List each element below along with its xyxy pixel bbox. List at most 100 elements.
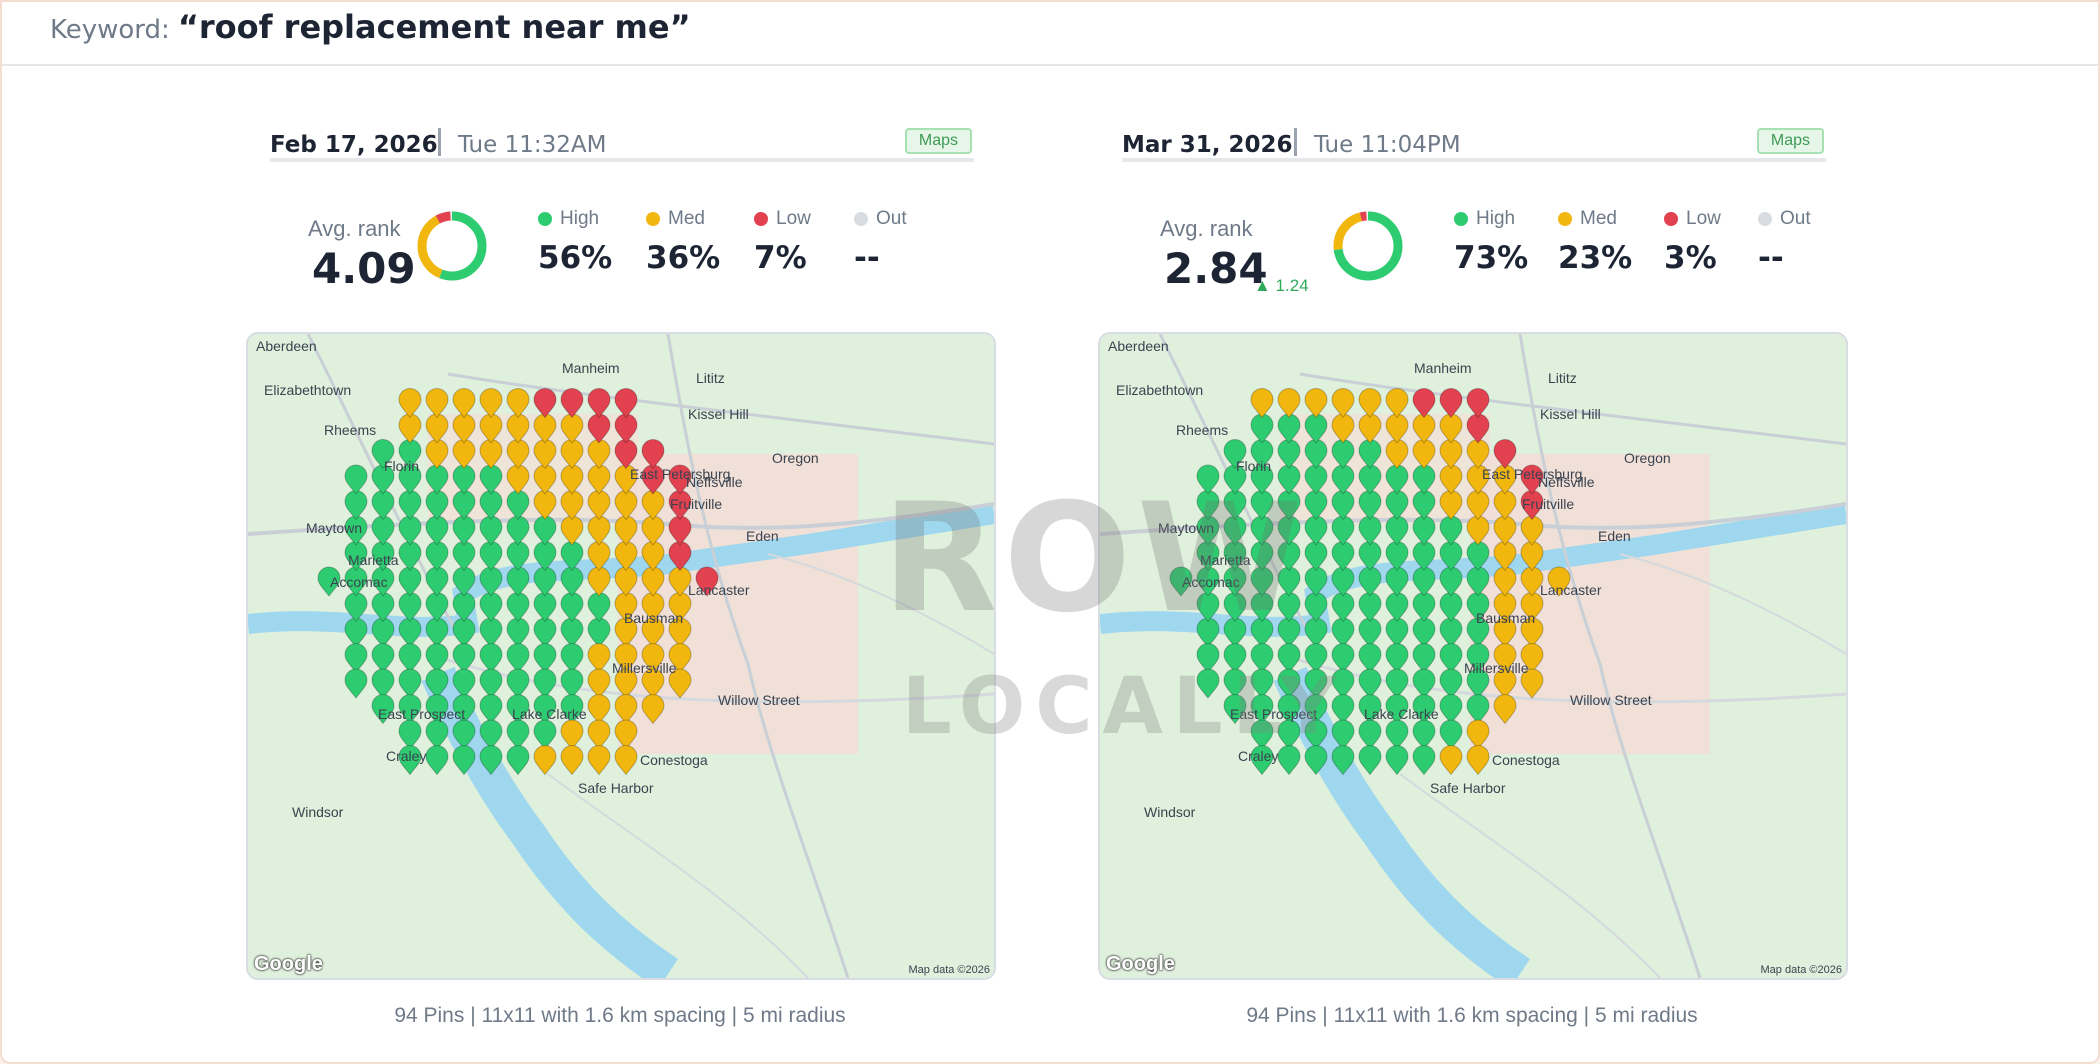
pin-high bbox=[506, 694, 530, 725]
map-place-label: Aberdeen bbox=[1108, 338, 1169, 354]
pin-low bbox=[641, 439, 665, 470]
pin-high bbox=[1331, 719, 1355, 750]
out-value: -- bbox=[854, 240, 880, 276]
stat-out: Out -- bbox=[1758, 206, 1868, 276]
pin-med bbox=[614, 745, 638, 776]
pin-high bbox=[1385, 668, 1409, 699]
pin-low bbox=[668, 464, 692, 495]
pin-high bbox=[1385, 643, 1409, 674]
pin-high bbox=[452, 643, 476, 674]
donut-med-arc bbox=[1333, 211, 1403, 281]
map-place-label: Craley bbox=[386, 748, 427, 764]
rank-donut bbox=[1333, 211, 1403, 281]
pin-high bbox=[533, 668, 557, 699]
pin-high bbox=[1196, 668, 1220, 699]
pin-high bbox=[1277, 694, 1301, 725]
pin-med bbox=[1277, 388, 1301, 419]
map-place-label: Elizabethtown bbox=[264, 382, 352, 398]
road bbox=[447, 372, 994, 446]
avg-rank-label: Avg. rank bbox=[308, 216, 401, 241]
pin-high bbox=[1439, 694, 1463, 725]
pin-high bbox=[1385, 745, 1409, 776]
pin-high bbox=[1439, 719, 1463, 750]
pin-high bbox=[560, 694, 584, 725]
map-place-label: Elizabethtown bbox=[1116, 382, 1204, 398]
google-logo: Google bbox=[1106, 953, 1175, 975]
maps-tag[interactable]: Maps bbox=[904, 128, 972, 154]
out-dot bbox=[854, 212, 868, 226]
map-place-label: Bausman bbox=[1476, 610, 1536, 626]
med-value: 36% bbox=[646, 240, 721, 276]
low-value: 3% bbox=[1664, 240, 1717, 276]
pin-high bbox=[398, 668, 422, 699]
high-dot bbox=[538, 212, 552, 226]
pin-high bbox=[1412, 719, 1436, 750]
map-place-label: Manheim bbox=[1414, 360, 1472, 376]
pin-high bbox=[1304, 745, 1328, 776]
map-place-label: Neffsville bbox=[686, 474, 743, 490]
pin-med bbox=[1547, 566, 1571, 597]
pin-med bbox=[587, 694, 611, 725]
scan-panel-feb: Feb 17, 2026 Tue 11:32AM Maps Avg. rank … bbox=[246, 66, 1090, 1046]
stat-high: High 56% bbox=[538, 206, 648, 276]
pin-med bbox=[587, 719, 611, 750]
map-place-label: Rheems bbox=[324, 422, 377, 438]
pin-high bbox=[1358, 643, 1382, 674]
pin-low bbox=[1439, 388, 1463, 419]
donut-high-arc bbox=[1333, 211, 1403, 281]
map-canvas bbox=[1100, 334, 1846, 978]
header-rule bbox=[1122, 158, 1826, 162]
map-place-label: Conestoga bbox=[640, 752, 708, 768]
map-place-label: Oregon bbox=[1624, 450, 1671, 466]
pin-high bbox=[1250, 643, 1274, 674]
low-label: Low bbox=[1686, 208, 1721, 229]
pin-high bbox=[317, 566, 341, 597]
pin-high bbox=[1169, 566, 1193, 597]
pin-high bbox=[1277, 668, 1301, 699]
pin-med bbox=[614, 719, 638, 750]
pin-high bbox=[479, 745, 503, 776]
grid-settings: 94 Pins | 11x11 with 1.6 km spacing | 5 … bbox=[394, 1004, 846, 1027]
pin-med bbox=[614, 668, 638, 699]
pin-high bbox=[398, 745, 422, 776]
map-place-label: Maytown bbox=[1158, 520, 1215, 536]
map-place-label: Fruitville bbox=[670, 496, 723, 512]
pin-med bbox=[506, 388, 530, 419]
pin-high bbox=[533, 719, 557, 750]
pin-high bbox=[425, 668, 449, 699]
maps-tag[interactable]: Maps bbox=[1756, 128, 1824, 154]
map-place-label: Millersville bbox=[1464, 660, 1529, 676]
out-dot bbox=[1758, 212, 1772, 226]
map-attribution: Map data ©2026 bbox=[908, 964, 991, 976]
pin-high bbox=[1331, 668, 1355, 699]
high-label: High bbox=[560, 208, 600, 229]
scan-date: Feb 17, 2026 bbox=[270, 132, 438, 158]
pin-med bbox=[560, 719, 584, 750]
rank-grid-map[interactable]: Aberdeen Elizabethtown Manheim Lititz Kissel… bbox=[1098, 332, 1848, 980]
map-place-label: Conestoga bbox=[1492, 752, 1560, 768]
pin-high bbox=[1304, 694, 1328, 725]
pin-med bbox=[614, 694, 638, 725]
pin-med bbox=[1385, 388, 1409, 419]
pin-med bbox=[587, 745, 611, 776]
pin-low bbox=[587, 388, 611, 419]
road bbox=[666, 334, 850, 978]
pin-high bbox=[425, 643, 449, 674]
map-place-label: East Petersburg bbox=[630, 466, 731, 482]
pin-high bbox=[371, 643, 395, 674]
map-attribution: Map data ©2026 bbox=[1760, 964, 1843, 976]
pin-high bbox=[1223, 643, 1247, 674]
avg-rank-value: 2.84 bbox=[1164, 244, 1268, 293]
pin-med bbox=[1520, 643, 1544, 674]
pin-med bbox=[1520, 668, 1544, 699]
rank-grid-map[interactable]: Aberdeen Elizabethtown Manheim Lititz Kissel… bbox=[246, 332, 996, 980]
map-place-label: East Petersburg bbox=[1482, 466, 1583, 482]
map-place-label: Accomac bbox=[330, 574, 388, 590]
pin-high bbox=[1358, 745, 1382, 776]
map-place-label: Windsor bbox=[292, 804, 344, 820]
map-canvas bbox=[248, 334, 994, 978]
pin-high bbox=[371, 668, 395, 699]
map-place-label: Aberdeen bbox=[256, 338, 317, 354]
rank-donut bbox=[417, 211, 487, 281]
